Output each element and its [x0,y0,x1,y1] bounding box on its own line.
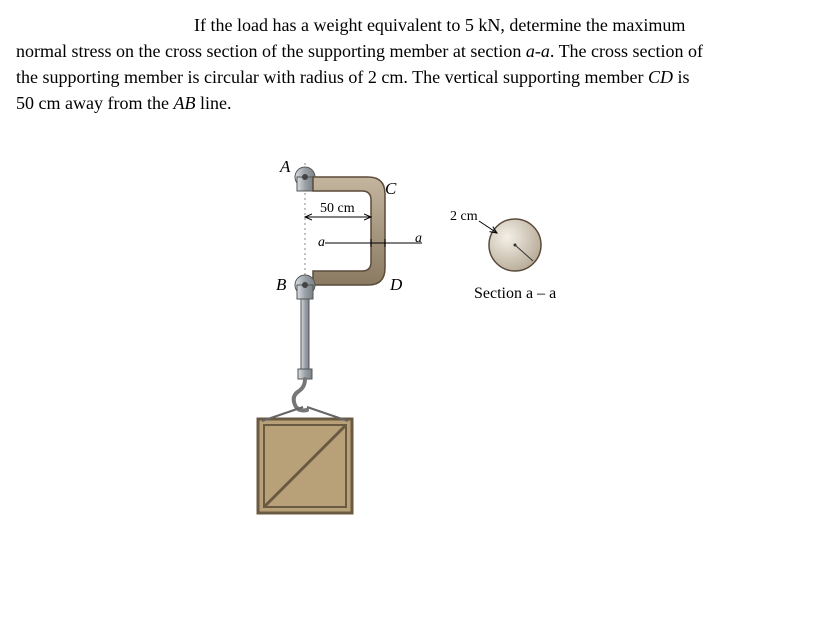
offset: 50 cm [16,93,61,113]
text: . The vertical supporting member [403,67,648,87]
section-name: a-a [526,41,550,61]
text: , determine the maximum [500,15,685,35]
figure: A C B D 50 cm a a 2 cm Section a – a [250,155,630,615]
dim-2cm: 2 cm [450,209,478,225]
label-a-right: a [415,231,422,247]
member-ab: AB [173,93,195,113]
diagram-svg [250,155,630,615]
member-cd: CD [648,67,673,87]
problem-statement: If the load has a weight equivalent to 5… [16,12,814,116]
label-B: B [276,275,286,295]
label-a-left: a [318,235,325,251]
text: If the load has a weight equivalent to [194,15,465,35]
text: . The cross section of [550,41,703,61]
section-caption: Section a – a [474,285,556,303]
text: away from the [61,93,174,113]
label-D: D [390,275,402,295]
text: is [673,67,690,87]
text: normal stress on the cross section of th… [16,41,526,61]
radius: 2 cm [368,67,404,87]
load-value: 5 kN [465,15,501,35]
label-C: C [385,179,396,199]
text: the supporting member is circular with r… [16,67,368,87]
label-A: A [280,157,290,177]
dim-50cm: 50 cm [320,201,355,217]
text: line. [195,93,231,113]
